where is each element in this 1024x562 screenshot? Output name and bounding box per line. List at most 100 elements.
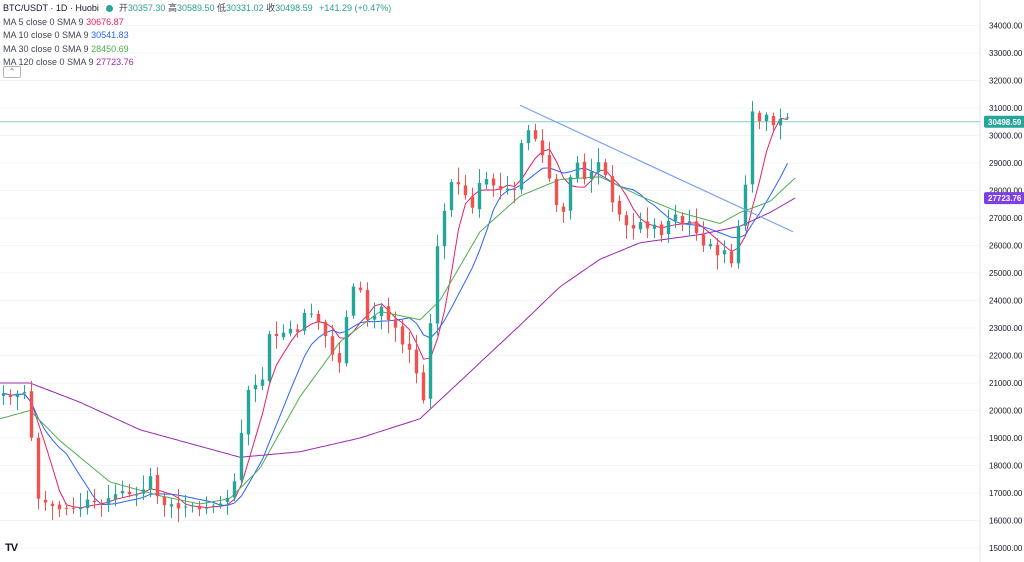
collapse-legend-button[interactable]: ⌃ — [3, 66, 21, 78]
candle-body — [596, 162, 601, 173]
candle-body — [393, 319, 398, 328]
candle-body — [113, 494, 118, 500]
ma30-label: MA 30 close 0 SMA 9 — [3, 43, 89, 54]
candle-body — [190, 505, 195, 507]
candle-body — [134, 494, 139, 496]
candle-body — [43, 499, 48, 503]
candle-body — [407, 343, 412, 350]
tradingview-logo[interactable]: TV — [5, 542, 18, 554]
candle-body — [645, 221, 650, 229]
high-value: 30589.50 — [176, 3, 215, 13]
y-tick-label: 18000.00 — [989, 462, 1023, 471]
candle-body — [750, 111, 755, 185]
candle-body — [218, 503, 223, 506]
chart-legend: BTC/USDT · 1D · Huobi 开30357.30 高30589.50… — [3, 2, 391, 70]
ma120-label: MA 120 close 0 SMA 9 — [3, 57, 94, 68]
y-tick-label: 19000.00 — [989, 434, 1023, 443]
y-tick-label: 32000.00 — [989, 77, 1023, 86]
candle-body — [64, 507, 69, 509]
ma30-value: 28450.69 — [91, 43, 129, 54]
y-tick-label: 16000.00 — [989, 517, 1023, 526]
candle-body — [554, 178, 559, 205]
price-tag — [984, 192, 1024, 205]
y-tick-label: 29000.00 — [989, 159, 1023, 168]
candle-body — [225, 497, 230, 502]
candle-body — [722, 250, 727, 255]
candle-body — [743, 184, 748, 226]
candle-body — [771, 115, 776, 126]
legend-ma120[interactable]: MA 120 close 0 SMA 9 27723.76 — [3, 56, 391, 70]
candle-body — [316, 313, 321, 322]
legend-ma30[interactable]: MA 30 close 0 SMA 9 28450.69 — [3, 43, 391, 57]
candle-body — [386, 306, 391, 320]
candle-body — [120, 490, 125, 494]
y-tick-label: 24000.00 — [989, 297, 1023, 306]
candle-body — [358, 287, 363, 291]
legend-ma10[interactable]: MA 10 close 0 SMA 9 30541.83 — [3, 29, 391, 43]
chart-grid — [0, 0, 981, 562]
candle-body — [505, 188, 510, 191]
candle-body — [57, 504, 62, 510]
trendline[interactable] — [519, 104, 794, 233]
candle-body — [365, 289, 370, 320]
ma5-label: MA 5 close 0 SMA 9 — [3, 16, 84, 27]
candle-body — [477, 182, 482, 210]
candle-body — [540, 140, 545, 156]
candle-body — [197, 505, 202, 510]
candle-body — [8, 394, 13, 398]
close-value: 30498.59 — [275, 3, 313, 13]
price-tag-label: 30498.59 — [988, 118, 1022, 127]
candle-body — [15, 393, 20, 398]
y-tick-label: 33000.00 — [989, 49, 1023, 58]
candle-body — [449, 182, 454, 211]
candle-body — [701, 234, 706, 246]
candle-body — [183, 506, 188, 508]
candle-body — [232, 481, 237, 498]
candle-body — [239, 432, 244, 481]
candle-body — [519, 143, 524, 190]
candle-body — [624, 215, 629, 226]
candle-body — [274, 333, 279, 337]
price-axis[interactable]: 15000.00 16000.00 17000.00 18000.00 19000.00… — [989, 22, 1023, 554]
candle-body — [729, 251, 734, 264]
candle-body — [484, 179, 489, 185]
low-label: 低 — [217, 3, 227, 13]
candle-body — [50, 503, 55, 507]
y-tick-label: 22000.00 — [989, 352, 1023, 361]
candle-body — [295, 329, 300, 332]
candle-body — [736, 225, 741, 264]
candle-body — [456, 182, 461, 185]
candle-body — [99, 502, 104, 504]
candle-body — [288, 328, 293, 334]
symbol-header: BTC/USDT · 1D · Huobi 开30357.30 高30589.50… — [3, 2, 391, 16]
candle-body — [323, 321, 328, 337]
y-tick-label: 34000.00 — [989, 22, 1023, 31]
ma10-label: MA 10 close 0 SMA 9 — [3, 30, 89, 41]
candle-body — [708, 244, 713, 247]
candle-body — [204, 507, 209, 509]
candle-body — [680, 215, 685, 225]
y-tick-label: 20000.00 — [989, 407, 1023, 416]
candle-body — [1, 393, 6, 396]
candle-body — [302, 312, 307, 331]
candle-body — [673, 214, 678, 221]
y-tick-label: 21000.00 — [989, 379, 1023, 388]
ma10-value: 30541.83 — [91, 30, 129, 41]
candle-body — [337, 353, 342, 363]
legend-ma5[interactable]: MA 5 close 0 SMA 9 30676.87 — [3, 16, 391, 30]
candle-body — [127, 491, 132, 495]
symbol-title[interactable]: BTC/USDT · 1D · Huobi — [3, 3, 99, 13]
candle-body — [512, 189, 517, 191]
candle-body — [764, 114, 769, 122]
candle-body — [92, 500, 97, 503]
candle-body — [29, 391, 34, 438]
candle-body — [526, 130, 531, 144]
candle-body — [694, 221, 699, 234]
candle-body — [379, 306, 384, 317]
y-tick-label: 26000.00 — [989, 242, 1023, 251]
candle-body — [330, 336, 335, 355]
candle-body — [428, 323, 433, 399]
candle-body — [610, 176, 615, 203]
candle-body — [435, 246, 440, 324]
